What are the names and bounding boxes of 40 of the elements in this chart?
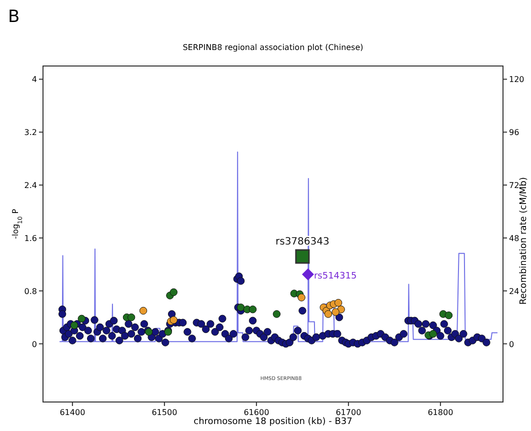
point [298,294,306,302]
y2-tick-label: 48 [509,234,520,243]
annotation: rs514315 [314,271,357,282]
y-tick-label: 0 [32,340,37,349]
x-tick-label: 61700 [336,408,362,417]
point [248,306,257,314]
point [272,310,281,318]
y2-tick-label: 96 [509,128,520,138]
y-tick-label: 3.2 [24,128,37,138]
point [324,310,332,318]
point [170,316,178,324]
text: B [8,7,20,27]
y-tick-label: 0.8 [24,286,37,296]
x-tick-label: 61800 [428,408,454,417]
y-tick-label: 2.4 [24,181,37,190]
y-tick-label: 1.6 [24,234,37,243]
chart-title: SERPINB8 regional association plot (Chinese) [182,43,364,52]
point [332,308,340,316]
x-axis-title: chromosome 18 position (kb) - B37 [194,417,352,427]
y2-tick-label: 72 [509,181,520,190]
point [302,268,314,280]
point [429,330,437,338]
point [444,312,453,320]
y2-tick-label: 24 [509,286,520,296]
x-tick-label: 61500 [152,408,178,417]
point [236,304,245,312]
point [337,306,345,314]
point [170,288,178,296]
x-tick-label: 61400 [60,408,86,417]
point [70,321,78,330]
point [334,298,342,307]
y2-axis-title: Recombination rate (cM/Mb) [519,177,529,305]
y2-tick-label: 0 [509,340,514,349]
point [78,314,86,323]
x-tick-label: 61600 [244,408,270,417]
y-tick-label: 4 [32,75,37,84]
point [295,249,310,264]
y2-tick-label: 120 [509,75,524,84]
point [139,306,148,315]
point [127,313,136,322]
